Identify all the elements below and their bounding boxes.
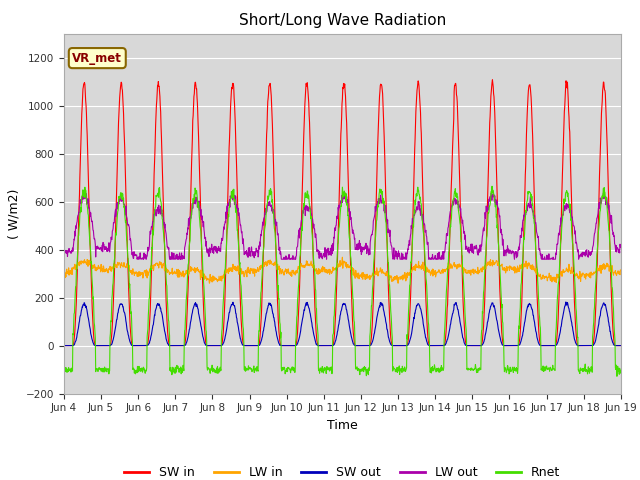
Line: SW in: SW in (64, 80, 620, 346)
Rnet (60, 366, 68, 372)
SW in (60, 343, 68, 348)
LW in (616, 267, 624, 273)
Line: SW out: SW out (64, 302, 620, 346)
LW out (429, 256, 437, 262)
SW in (488, 77, 496, 83)
Rnet (616, 367, 624, 373)
LW out (133, 256, 141, 262)
LW out (502, 253, 510, 259)
SW in (246, 343, 254, 348)
SW out (170, 343, 178, 348)
Text: VR_met: VR_met (72, 51, 122, 65)
SW out (501, 343, 509, 348)
Rnet (170, 369, 178, 375)
LW out (60, 248, 68, 254)
SW out (246, 343, 254, 348)
LW out (616, 244, 624, 250)
LW out (80, 190, 88, 195)
LW in (170, 270, 178, 276)
Title: Short/Long Wave Radiation: Short/Long Wave Radiation (239, 13, 446, 28)
Rnet (246, 365, 254, 371)
Rnet (488, 183, 496, 189)
Rnet (551, 367, 559, 373)
Line: LW out: LW out (64, 192, 620, 259)
LW out (247, 253, 255, 259)
SW in (184, 297, 191, 302)
SW out (550, 343, 558, 348)
SW in (429, 343, 436, 348)
SW in (170, 343, 178, 348)
LW in (60, 274, 68, 279)
LW in (205, 280, 213, 286)
SW out (60, 343, 68, 348)
LW in (246, 265, 254, 271)
X-axis label: Time: Time (327, 419, 358, 432)
LW in (184, 273, 191, 279)
LW out (551, 256, 559, 262)
SW out (616, 343, 624, 348)
SW out (184, 335, 191, 341)
LW in (502, 268, 510, 274)
SW in (502, 343, 509, 348)
Rnet (184, 268, 191, 274)
SW in (616, 343, 624, 348)
LW in (551, 279, 559, 285)
LW in (429, 266, 437, 272)
Y-axis label: ( W/m2): ( W/m2) (7, 189, 20, 239)
Rnet (502, 365, 509, 371)
SW out (562, 299, 570, 305)
SW in (551, 343, 559, 348)
SW out (429, 343, 436, 348)
LW out (185, 216, 193, 222)
Legend: SW in, LW in, SW out, LW out, Rnet: SW in, LW in, SW out, LW out, Rnet (120, 461, 565, 480)
Rnet (429, 364, 436, 370)
Line: LW in: LW in (64, 257, 620, 283)
LW out (171, 255, 179, 261)
LW in (339, 254, 346, 260)
Rnet (613, 373, 621, 379)
Line: Rnet: Rnet (64, 186, 620, 376)
